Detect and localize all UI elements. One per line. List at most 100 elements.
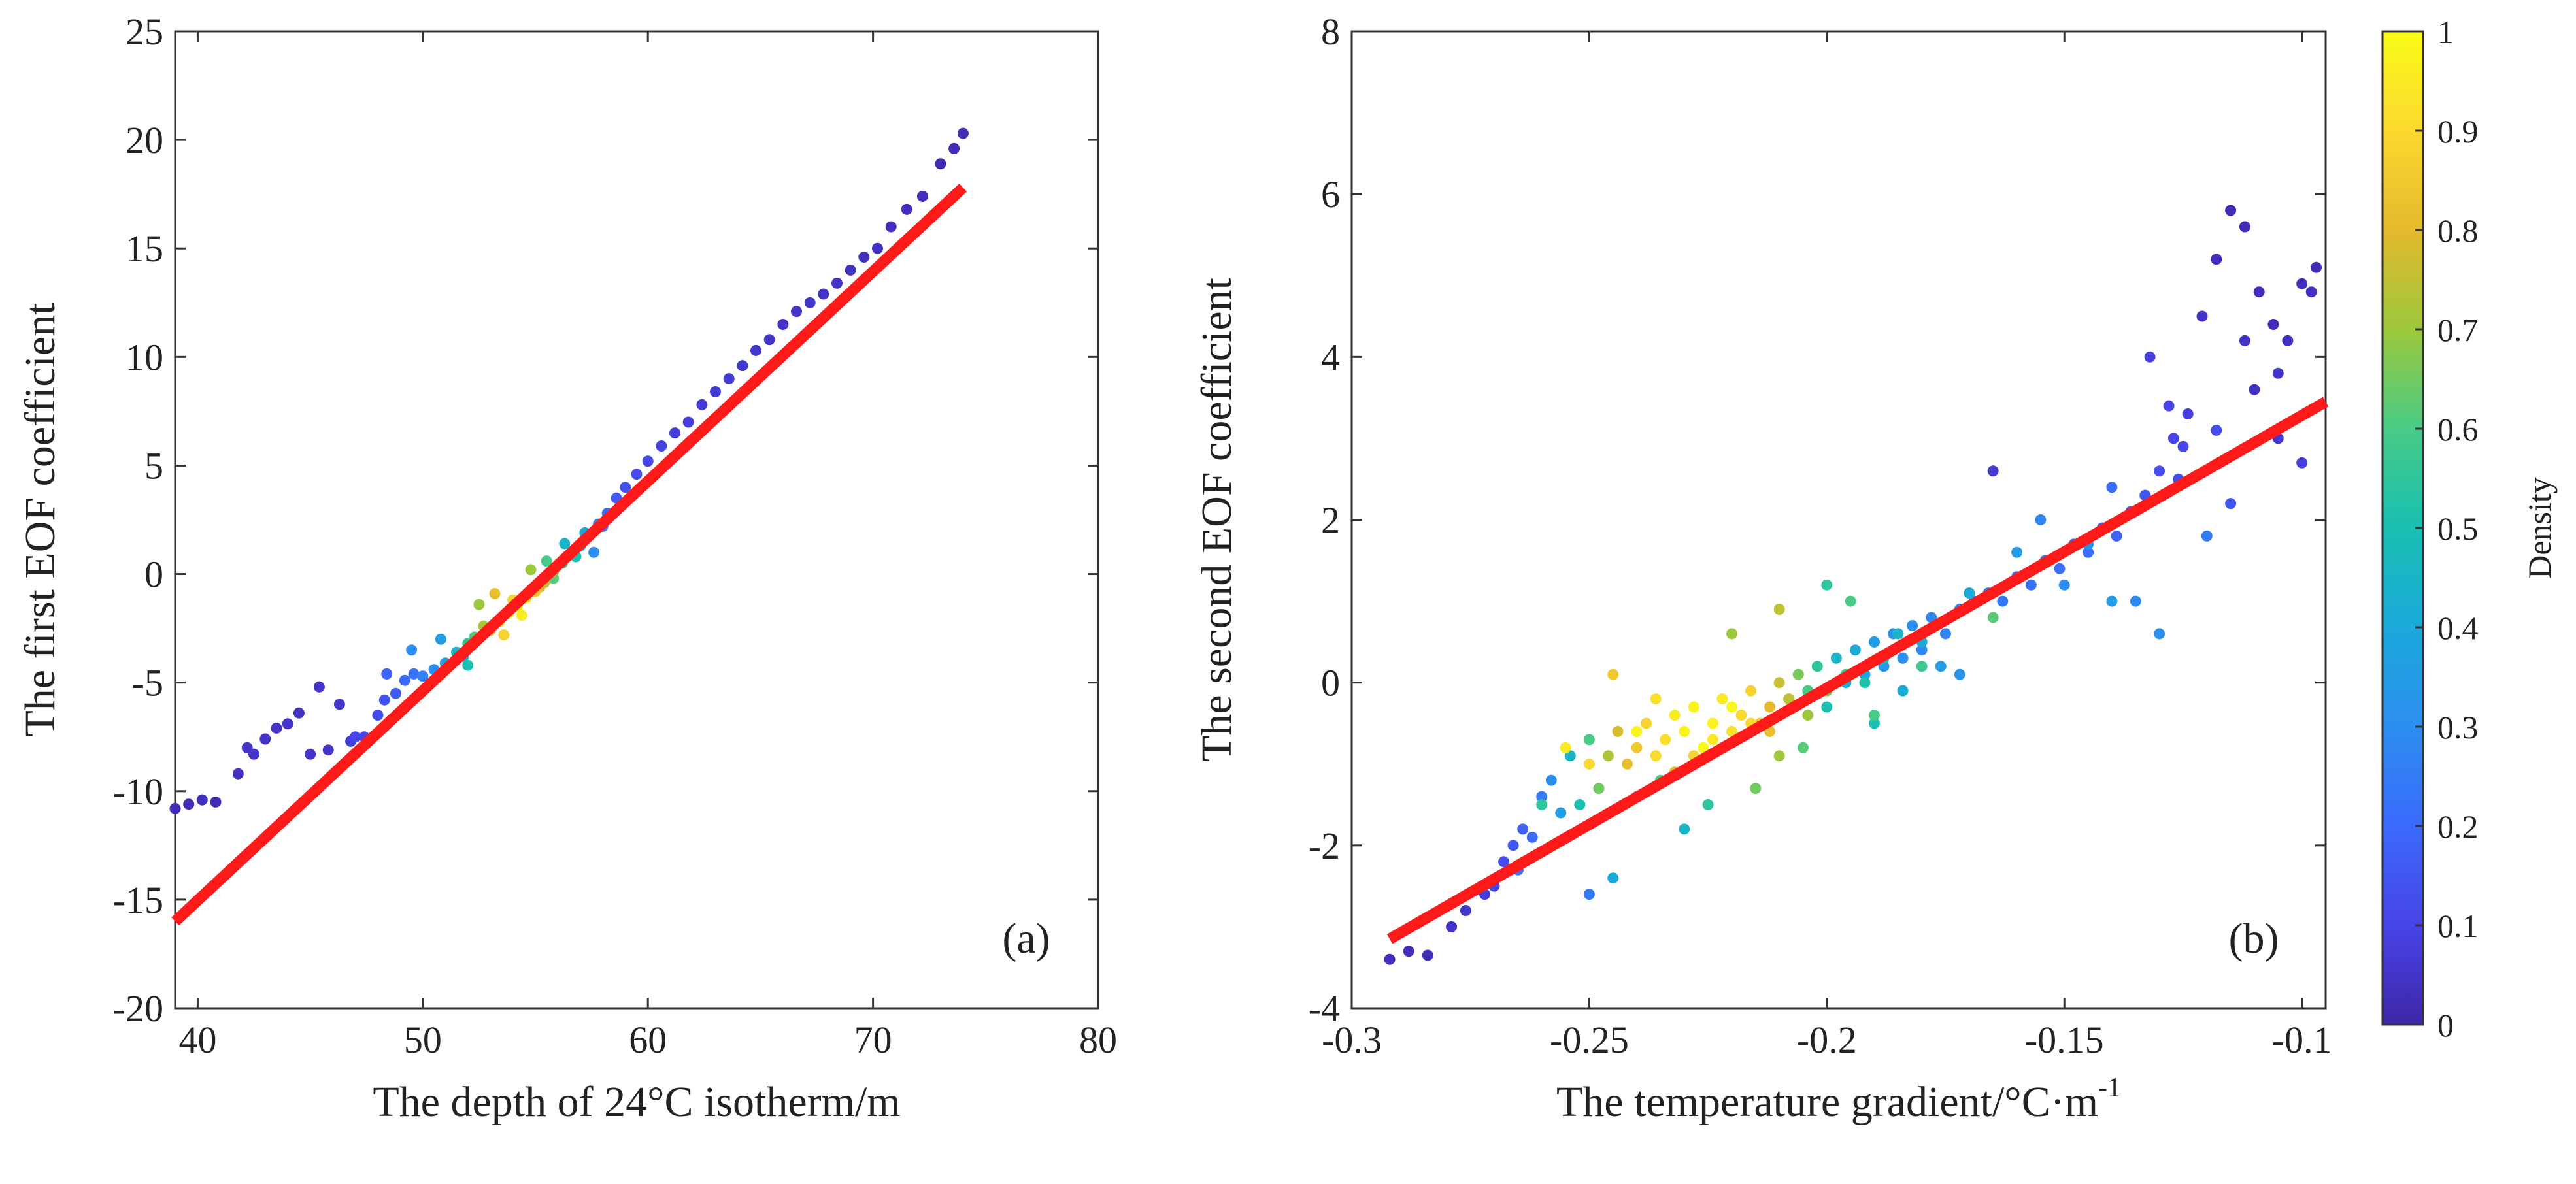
panel-a-y-tick-label: 25 bbox=[125, 10, 163, 53]
panel-a-point bbox=[293, 707, 305, 719]
panel-b-point bbox=[2182, 408, 2194, 419]
panel-a-points bbox=[169, 127, 969, 814]
panel-b-point bbox=[1526, 831, 1538, 843]
panel-b-y-tick-label: 2 bbox=[1321, 499, 1340, 542]
panel-b-point bbox=[1935, 661, 1947, 672]
panel-b-point bbox=[2211, 425, 2222, 436]
panel-b-point bbox=[1773, 750, 1785, 762]
panel-b-point bbox=[1916, 661, 1928, 672]
colorbar-tick-label: 0.1 bbox=[2437, 908, 2479, 944]
panel-b-point bbox=[1641, 717, 1652, 729]
panel-b-point bbox=[1987, 465, 1999, 477]
panel-a-y-tick-label: 20 bbox=[125, 119, 163, 161]
panel-b-y-tick-label: 4 bbox=[1321, 336, 1340, 378]
panel-b-point bbox=[2282, 335, 2294, 346]
panel-b-point bbox=[2083, 546, 2094, 558]
panel-b-point bbox=[1897, 685, 1909, 697]
panel-b-label: (b) bbox=[2229, 915, 2279, 962]
panel-b-point bbox=[2201, 530, 2213, 542]
panel-b-point bbox=[1498, 856, 1510, 868]
panel-a-y-axis-label: The first EOF coefficient bbox=[16, 303, 64, 736]
panel-b-point bbox=[2130, 595, 2141, 607]
panel-b-point bbox=[1583, 734, 1595, 746]
panel-b-point bbox=[2144, 351, 2156, 363]
panel-b-point bbox=[1811, 661, 1823, 672]
panel-b-point bbox=[1821, 701, 1833, 713]
panel-b-point bbox=[2296, 278, 2308, 289]
panel-b-point bbox=[1735, 710, 1747, 721]
panel-b-point bbox=[1631, 725, 1643, 737]
panel-b-point bbox=[1702, 799, 1714, 810]
colorbar-tick-label: 0.8 bbox=[2437, 212, 2479, 249]
panel-b-point bbox=[2106, 482, 2118, 493]
panel-b-point bbox=[1650, 693, 1662, 705]
panel-b-point bbox=[2305, 286, 2317, 298]
panel-a-point bbox=[390, 687, 401, 699]
panel-a-point bbox=[406, 644, 418, 656]
panel-a-point bbox=[271, 722, 282, 734]
panel-b-point bbox=[1964, 587, 1975, 599]
panel-b-point bbox=[1997, 595, 2009, 607]
panel-b-point bbox=[2311, 261, 2322, 273]
panel-b-point bbox=[1669, 710, 1681, 721]
panel-b-point bbox=[1446, 921, 1458, 932]
panel-a-point bbox=[791, 306, 802, 318]
panel-b-point bbox=[1607, 872, 1619, 884]
panel-b-point bbox=[1773, 677, 1785, 689]
colorbar-tick-label: 0.7 bbox=[2437, 312, 2479, 348]
panel-b-point bbox=[1869, 710, 1880, 721]
panel-b-point bbox=[1384, 953, 1396, 965]
panel-a-point bbox=[872, 242, 883, 254]
panel-b-point bbox=[1460, 905, 1471, 916]
panel-b-point bbox=[1716, 693, 1728, 705]
panel-b-point bbox=[1792, 668, 1804, 680]
panel-a-point bbox=[408, 668, 420, 680]
panel-a-point bbox=[957, 127, 969, 139]
panel-a-fit-line bbox=[171, 183, 967, 926]
panel-b-x-tick-label: -0.1 bbox=[2272, 1019, 2332, 1061]
panel-a-point bbox=[248, 748, 259, 760]
panel-a-point bbox=[196, 794, 208, 806]
panel-a-point bbox=[259, 733, 271, 745]
panel-b-point bbox=[1802, 710, 1814, 721]
panel-b-x-ticks: -0.3 -0.25 -0.2 -0.15 -0.1 bbox=[1322, 31, 2332, 1061]
panel-a-x-tick-label: 40 bbox=[178, 1019, 216, 1061]
panel-a-x-axis-label: The depth of 24°C isotherm/m bbox=[373, 1078, 900, 1126]
panel-b-point bbox=[2025, 579, 2037, 591]
panel-a-point bbox=[305, 748, 316, 760]
panel-b-point bbox=[1869, 717, 1880, 729]
panel-b-points bbox=[1384, 205, 2322, 965]
panel-b-point bbox=[1688, 701, 1699, 713]
panel-a-y-tick-label: -5 bbox=[132, 662, 163, 704]
panel-b-point bbox=[1726, 701, 1737, 713]
panel-b-point bbox=[1869, 636, 1880, 648]
panel-a-point bbox=[916, 191, 928, 202]
panel-b-point bbox=[2058, 579, 2070, 591]
panel-b-point bbox=[1536, 799, 1548, 810]
panel-b-point bbox=[1726, 725, 1737, 737]
colorbar-tick-label: 0.6 bbox=[2437, 411, 2479, 448]
panel-b-point bbox=[1707, 717, 1718, 729]
panel-a-x-ticks: 40 50 60 70 80 bbox=[178, 31, 1117, 1061]
panel-b-point bbox=[1679, 725, 1690, 737]
panel-a-point bbox=[935, 158, 946, 170]
panel-b-x-tick-label: -0.25 bbox=[1550, 1019, 1629, 1061]
panel-a-point bbox=[525, 564, 537, 576]
panel-a-point bbox=[232, 768, 244, 780]
panel-b-point bbox=[2239, 335, 2250, 346]
panel-a-point bbox=[378, 694, 390, 706]
panel-a-y-tick-label: 5 bbox=[144, 444, 163, 487]
panel-a-point bbox=[473, 599, 485, 610]
panel-b-x-tick-label: -0.3 bbox=[1322, 1019, 1382, 1061]
panel-b-point bbox=[1830, 652, 1842, 664]
colorbar-tick-label: 0.5 bbox=[2437, 510, 2479, 547]
panel-b-point bbox=[2011, 546, 2023, 558]
panel-b-point bbox=[1745, 685, 1756, 697]
panel-a-point bbox=[818, 288, 829, 300]
panel-a-point bbox=[858, 252, 870, 263]
panel-b-x-axis-label: The temperature gradient/°C·m-1 bbox=[1556, 1073, 2121, 1126]
panel-a-point bbox=[489, 588, 501, 599]
panel-b-fit-line bbox=[1386, 397, 2329, 944]
panel-b-point bbox=[1783, 693, 1795, 705]
